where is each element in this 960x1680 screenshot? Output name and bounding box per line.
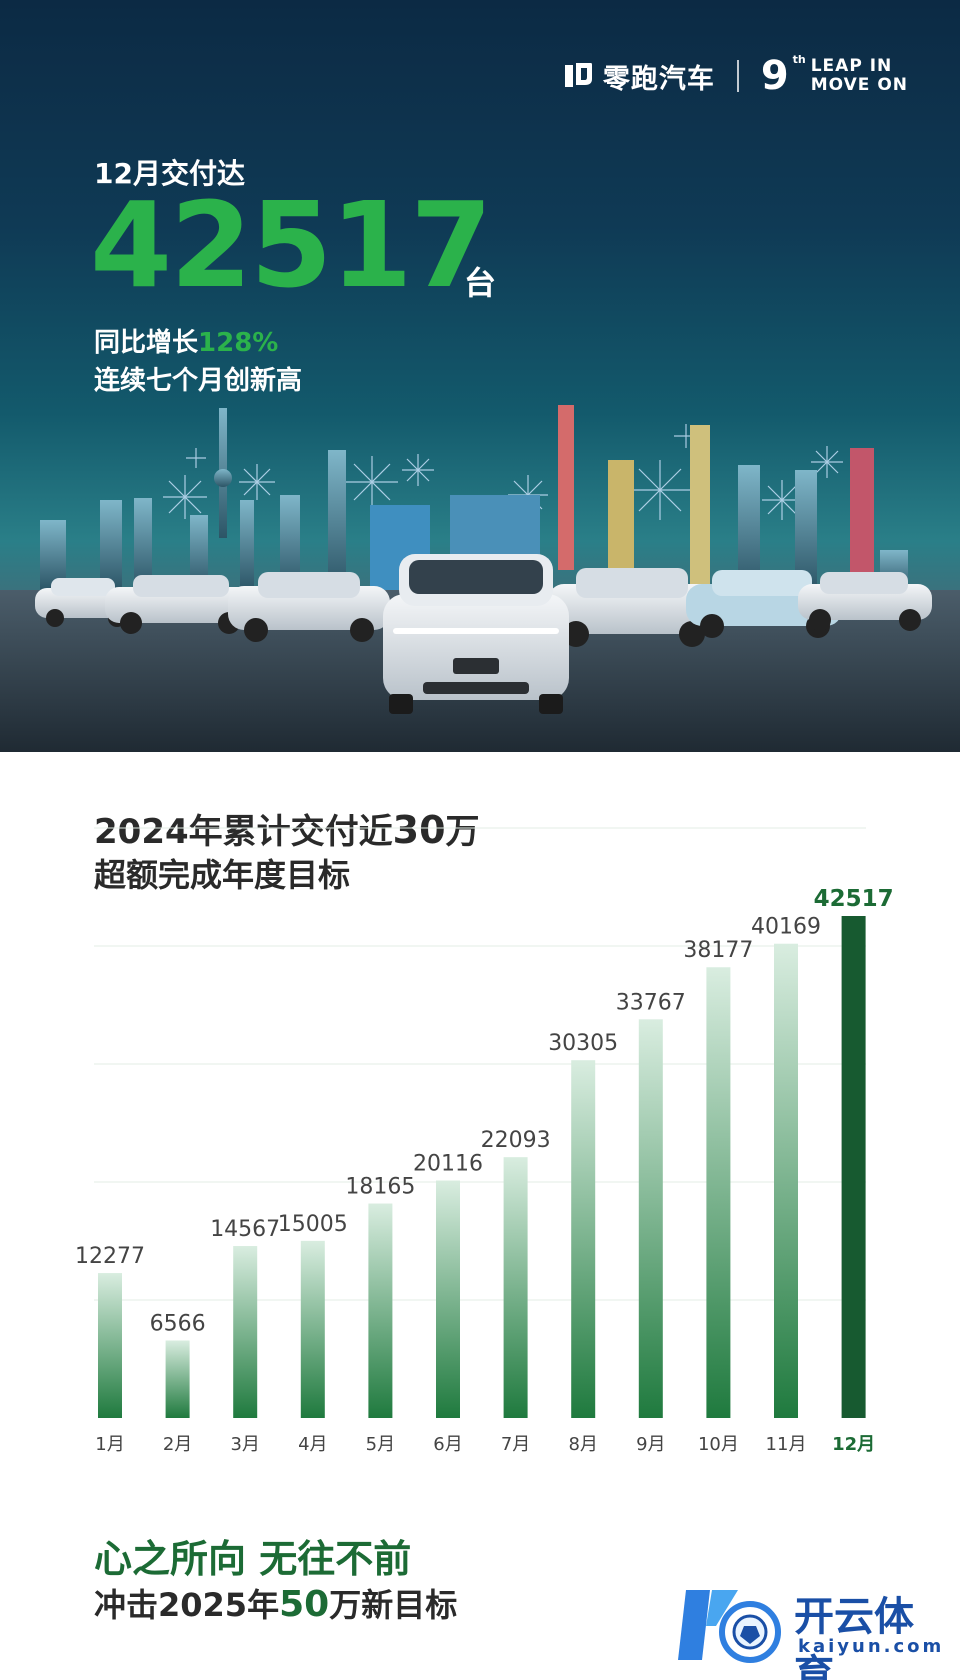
growth-value: 128% [198, 328, 279, 358]
bar-5 [368, 1203, 393, 1418]
bar-value-label: 22093 [481, 1128, 551, 1153]
growth-prefix: 同比增长 [94, 328, 199, 358]
anniversary-number: 9 [760, 53, 789, 99]
footer-slogan: 心之所向 无往不前 [94, 1537, 412, 1581]
bar-value-label: 42517 [814, 886, 894, 912]
section-title-suffix: 万 [445, 812, 480, 852]
target-prefix: 冲击2025年 [94, 1586, 280, 1624]
bar-6 [436, 1180, 460, 1418]
target-number: 50 [279, 1584, 330, 1625]
bar-value-label: 6566 [150, 1311, 206, 1336]
bar-4 [300, 1240, 325, 1418]
x-tick-label: 10月 [698, 1434, 739, 1455]
section-subtitle: 超额完成年度目标 [94, 856, 351, 894]
hero-banner: 零跑汽车 9 th LEAP IN MOVE ON 12月交付达 42517 台… [0, 0, 960, 752]
bar-value-label: 12277 [75, 1244, 145, 1269]
bar-9 [638, 1019, 663, 1418]
bar-2 [165, 1340, 190, 1418]
target-suffix: 万新目标 [329, 1586, 458, 1624]
chart-bars [98, 916, 866, 1418]
chart-x-tick-labels: 1月 2月 3月 4月 5月 6月 7月 8月 9月 10月 11月 12月 [95, 1434, 875, 1455]
leapmotor-logo-icon [564, 63, 592, 87]
bar-value-label: 33767 [616, 990, 686, 1015]
bar-8 [571, 1060, 596, 1418]
brand-name: 零跑汽车 [602, 63, 715, 95]
slogan-line-2: MOVE ON [810, 75, 908, 95]
x-tick-label: 3月 [230, 1434, 259, 1455]
bar-value-label: 38177 [683, 938, 753, 963]
brand-divider [736, 60, 739, 92]
brand-header: 零跑汽车 9 th LEAP IN MOVE ON [561, 53, 908, 99]
hero-streak: 连续七个月创新高 [94, 366, 303, 396]
anniversary-suffix: th [792, 53, 806, 66]
x-tick-label: 12月 [832, 1434, 875, 1455]
section-title: 2024年累计交付近30万 [94, 804, 480, 853]
bar-1 [98, 1273, 122, 1418]
hero-growth: 同比增长128% [94, 322, 278, 359]
bar-12 [841, 916, 866, 1418]
bar-10 [706, 967, 731, 1418]
bar-7 [503, 1157, 528, 1418]
anniversary-badge: 9 th [760, 53, 806, 99]
bar-value-label: 15005 [278, 1212, 348, 1237]
x-tick-label: 1月 [95, 1434, 124, 1455]
section-title-prefix: 2024年累计交付近 [94, 812, 393, 852]
footer-target: 冲击2025年50万新目标 [94, 1580, 457, 1626]
car-lineup [35, 554, 932, 714]
watermark-text: 开云体育 [794, 1594, 914, 1680]
x-tick-label: 4月 [298, 1434, 327, 1455]
x-tick-label: 2月 [163, 1434, 192, 1455]
watermark-url: kaiyun.com [798, 1636, 945, 1657]
x-tick-label: 9月 [636, 1434, 665, 1455]
chart-gridlines [94, 827, 866, 1301]
x-tick-label: 11月 [766, 1434, 807, 1455]
bar-11 [774, 943, 798, 1418]
city-skyline-illustration [0, 405, 960, 752]
bar-value-label: 14567 [210, 1217, 280, 1242]
bar-value-label: 20116 [413, 1151, 483, 1176]
watermark: 开云体育 kaiyun.com [676, 1580, 946, 1680]
hero-subtitle: 12月交付达 [94, 157, 245, 190]
brand-slogan: LEAP IN MOVE ON [811, 57, 908, 95]
section-title-number: 30 [392, 808, 446, 852]
bar-value-label: 18165 [345, 1175, 415, 1200]
hero-unit: 台 [464, 264, 497, 302]
x-tick-label: 7月 [501, 1434, 530, 1455]
hero-delivery-number: 42517 [90, 176, 493, 314]
bar-value-label: 40169 [751, 915, 821, 940]
x-tick-label: 8月 [568, 1434, 597, 1455]
kaiyun-logo-icon [678, 1590, 781, 1663]
slogan-line-1: LEAP IN [810, 56, 893, 76]
bar-3 [233, 1246, 258, 1418]
x-tick-label: 6月 [433, 1434, 462, 1455]
bar-value-label: 30305 [548, 1031, 618, 1056]
x-tick-label: 5月 [366, 1434, 395, 1455]
